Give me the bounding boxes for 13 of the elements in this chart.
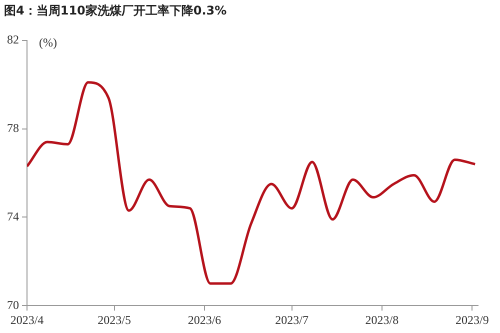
x-tick-label: 2023/7 — [275, 312, 308, 327]
y-tick-label: 74 — [7, 209, 19, 224]
x-tick-label: 2023/6 — [188, 312, 222, 327]
y-axis-title: (%) — [39, 36, 57, 50]
x-tick-label: 2023/5 — [98, 312, 131, 327]
y-tick-label: 70 — [7, 298, 19, 312]
x-tick-label: 2023/4 — [10, 312, 44, 327]
x-tick-label: 2023/8 — [365, 312, 399, 327]
chart-title: 图4：当周110家洗煤厂开工率下降0.3% — [4, 3, 227, 18]
x-tick-label: 2023/9 — [456, 312, 489, 327]
y-tick-label: 78 — [7, 120, 19, 135]
y-tick-label: 82 — [7, 32, 19, 47]
line-series — [27, 81, 476, 285]
